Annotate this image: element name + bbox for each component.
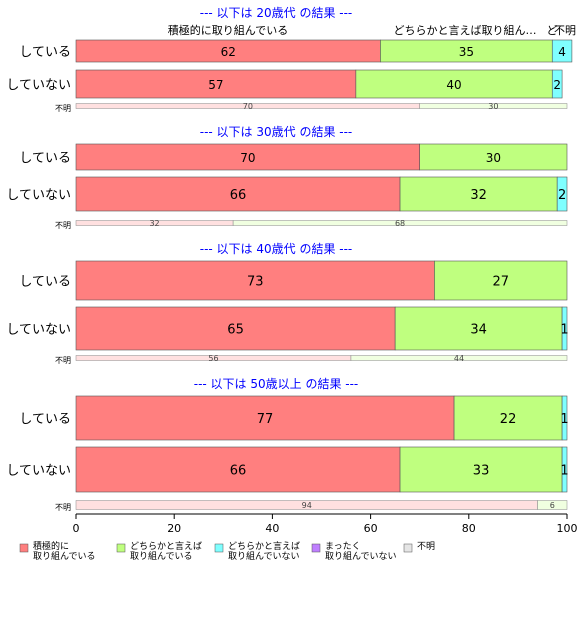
- unknown-strip-segment-somewhat-positive: [537, 500, 568, 510]
- legend-label: どちらかと言えば: [228, 540, 300, 552]
- bar-value-label: 32: [470, 188, 487, 203]
- unknown-strip-value: 6: [550, 501, 555, 510]
- bar-segment-somewhat_positive: [394, 306, 563, 351]
- bar-value-label: 57: [208, 78, 223, 92]
- bar-segment-positive: [75, 446, 401, 493]
- bar-value-label: 1: [560, 464, 568, 479]
- panel-title: --- 以下は 50歳以上 の結果 ---: [194, 377, 359, 391]
- unknown-row-label: 不明: [55, 221, 71, 230]
- unknown-row-label: 不明: [55, 356, 71, 365]
- bar-value-label: 2: [558, 188, 566, 203]
- bar-value-label: 30: [486, 151, 501, 165]
- legend-label: 取り組んでいる: [33, 550, 96, 562]
- header-label-unknown: 不明: [554, 24, 576, 37]
- bar-value-label: 65: [227, 323, 244, 338]
- bar-value-label: 22: [500, 412, 517, 427]
- bar-segment-somewhat_negative: [561, 446, 568, 493]
- header-label-somewhat-positive: どちらかと言えば取り組ん…: [394, 24, 537, 37]
- row-label: している: [19, 45, 71, 60]
- bar-segment-somewhat_positive: [399, 176, 558, 212]
- bar-value-label: 27: [492, 275, 509, 290]
- x-axis-tick-label: 60: [364, 522, 378, 535]
- legend-label: 取り組んでいる: [130, 550, 193, 562]
- unknown-row-label: 不明: [55, 104, 71, 113]
- bar-segment-somewhat_negative: [556, 176, 568, 212]
- unknown-strip-segment-somewhat-positive: [419, 103, 568, 109]
- row-label: していない: [6, 323, 71, 338]
- panel-title: --- 以下は 40歳代 の結果 ---: [200, 242, 353, 256]
- unknown-strip-value: 94: [302, 501, 312, 510]
- bar-value-label: 70: [240, 151, 255, 165]
- unknown-strip-value: 70: [243, 102, 253, 111]
- unknown-strip-segment-somewhat-positive: [350, 355, 568, 361]
- bar-segment-somewhat_negative: [561, 306, 568, 351]
- legend-swatch-unknown: [403, 543, 413, 553]
- bar-segment-somewhat_positive: [355, 69, 553, 99]
- bar-value-label: 62: [221, 45, 236, 59]
- bar-value-label: 33: [473, 464, 490, 479]
- bar-value-label: 66: [230, 464, 247, 479]
- bar-value-label: 35: [459, 45, 474, 59]
- x-axis-tick-label: 40: [265, 522, 279, 535]
- legend-label: 取り組んでいない: [228, 550, 300, 562]
- row-label: していない: [6, 464, 71, 479]
- bar-value-label: 34: [470, 323, 487, 338]
- legend-swatch-somewhat_positive: [116, 543, 126, 553]
- legend-label: 不明: [417, 541, 435, 552]
- legend-label: まったく: [325, 541, 361, 552]
- unknown-strip-value: 30: [488, 102, 498, 111]
- bar-segment-somewhat_positive: [419, 143, 568, 171]
- bar-value-label: 1: [560, 412, 568, 427]
- bar-segment-positive: [75, 260, 435, 301]
- bar-value-label: 2: [553, 78, 561, 92]
- bar-value-label: 4: [558, 45, 566, 59]
- bar-segment-positive: [75, 143, 421, 171]
- bar-segment-somewhat_negative: [551, 39, 573, 63]
- bar-value-label: 73: [247, 275, 264, 290]
- legend-label: どちらかと言えば: [130, 540, 202, 552]
- panel-title: --- 以下は 20歳代 の結果 ---: [200, 6, 353, 20]
- row-label: していない: [6, 78, 71, 93]
- header-label-positive: 積極的に取り組んでいる: [168, 23, 288, 37]
- unknown-row-label: 不明: [55, 503, 71, 512]
- bar-segment-somewhat_positive: [434, 260, 568, 301]
- bar-segment-somewhat_negative: [551, 69, 563, 99]
- bar-segment-positive: [75, 176, 401, 212]
- bar-segment-positive: [75, 395, 455, 441]
- unknown-strip-value: 68: [395, 219, 405, 228]
- row-label: していない: [6, 188, 71, 203]
- bar-segment-positive: [75, 306, 396, 351]
- bar-value-label: 66: [230, 188, 247, 203]
- bar-value-label: 1: [560, 323, 568, 338]
- legend-swatch-positive: [19, 543, 29, 553]
- x-axis-tick-label: 100: [557, 522, 578, 535]
- legend-label: 積極的に: [33, 540, 69, 552]
- bar-value-label: 40: [446, 78, 461, 92]
- header-label-somewhat-negative: ど: [547, 24, 558, 37]
- bar-segment-somewhat_positive: [453, 395, 563, 441]
- unknown-strip-value: 44: [454, 354, 464, 363]
- x-axis-tick-label: 20: [167, 522, 181, 535]
- bar-segment-somewhat_positive: [399, 446, 563, 493]
- row-label: している: [19, 151, 71, 166]
- unknown-strip-value: 56: [208, 354, 218, 363]
- bar-segment-somewhat_negative: [561, 395, 568, 441]
- legend-swatch-negative: [311, 543, 321, 553]
- unknown-strip-segment-somewhat-positive: [232, 220, 568, 226]
- x-axis-tick-label: 80: [462, 522, 476, 535]
- panel-title: --- 以下は 30歳代 の結果 ---: [200, 125, 353, 139]
- row-label: している: [19, 412, 71, 427]
- x-axis-tick-label: 0: [73, 522, 80, 535]
- row-label: している: [19, 275, 71, 290]
- legend-label: 取り組んでいない: [325, 550, 397, 562]
- legend-swatch-somewhat_negative: [214, 543, 224, 553]
- unknown-strip-value: 32: [149, 219, 159, 228]
- bar-value-label: 77: [257, 412, 274, 427]
- bar-segment-positive: [75, 69, 357, 99]
